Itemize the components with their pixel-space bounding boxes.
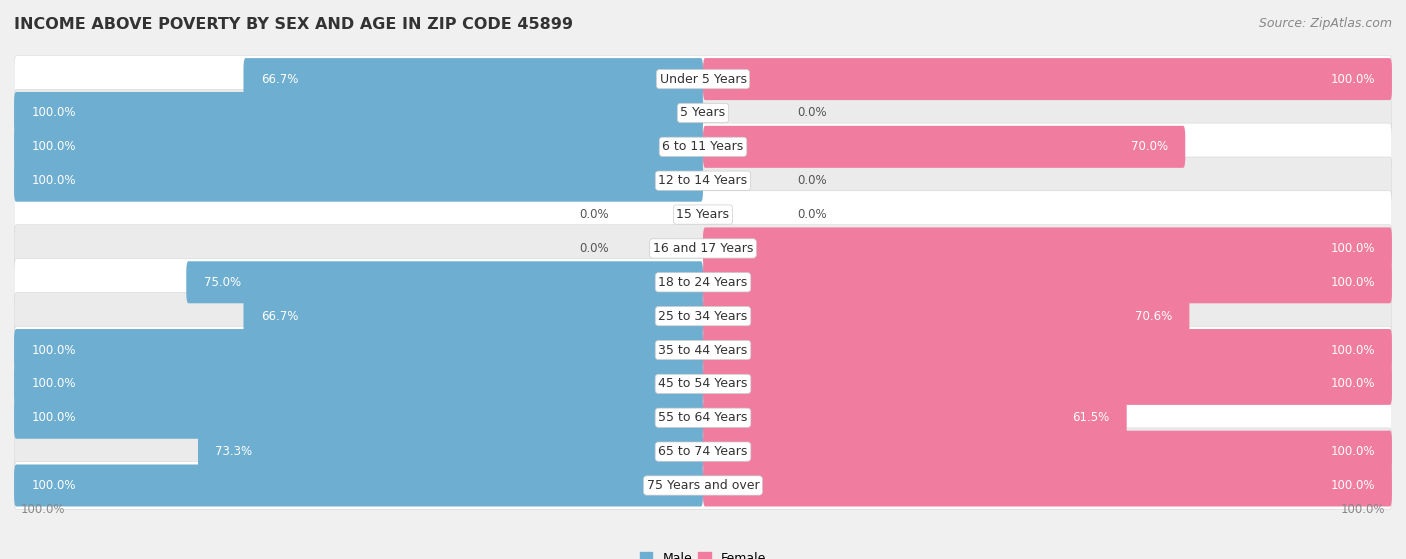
Text: 100.0%: 100.0% <box>31 140 76 153</box>
Text: Source: ZipAtlas.com: Source: ZipAtlas.com <box>1258 17 1392 30</box>
Text: 25 to 34 Years: 25 to 34 Years <box>658 310 748 323</box>
Text: 61.5%: 61.5% <box>1073 411 1109 424</box>
FancyBboxPatch shape <box>703 329 1392 371</box>
Text: 100.0%: 100.0% <box>1330 73 1375 86</box>
FancyBboxPatch shape <box>186 261 703 304</box>
Text: 100.0%: 100.0% <box>31 174 76 187</box>
Text: 0.0%: 0.0% <box>797 106 827 120</box>
FancyBboxPatch shape <box>703 58 1392 100</box>
Text: 100.0%: 100.0% <box>1330 276 1375 289</box>
Text: 100.0%: 100.0% <box>1330 344 1375 357</box>
FancyBboxPatch shape <box>14 363 703 405</box>
FancyBboxPatch shape <box>14 428 1392 475</box>
FancyBboxPatch shape <box>14 89 1392 136</box>
FancyBboxPatch shape <box>703 126 1185 168</box>
Text: 55 to 64 Years: 55 to 64 Years <box>658 411 748 424</box>
Text: 65 to 74 Years: 65 to 74 Years <box>658 445 748 458</box>
Text: 100.0%: 100.0% <box>31 106 76 120</box>
FancyBboxPatch shape <box>703 228 1392 269</box>
Text: 0.0%: 0.0% <box>579 208 609 221</box>
FancyBboxPatch shape <box>703 363 1392 405</box>
FancyBboxPatch shape <box>703 397 1126 439</box>
FancyBboxPatch shape <box>703 430 1392 472</box>
FancyBboxPatch shape <box>14 92 703 134</box>
Text: 73.3%: 73.3% <box>215 445 252 458</box>
Text: 100.0%: 100.0% <box>1340 503 1385 517</box>
Text: 70.0%: 70.0% <box>1130 140 1168 153</box>
FancyBboxPatch shape <box>14 465 703 506</box>
FancyBboxPatch shape <box>198 430 703 472</box>
Text: 15 Years: 15 Years <box>676 208 730 221</box>
Text: 100.0%: 100.0% <box>31 479 76 492</box>
FancyBboxPatch shape <box>14 462 1392 509</box>
Text: 0.0%: 0.0% <box>579 242 609 255</box>
Text: 100.0%: 100.0% <box>31 411 76 424</box>
Text: 0.0%: 0.0% <box>797 174 827 187</box>
Text: 75.0%: 75.0% <box>204 276 240 289</box>
FancyBboxPatch shape <box>14 126 703 168</box>
FancyBboxPatch shape <box>703 295 1189 337</box>
FancyBboxPatch shape <box>703 465 1392 506</box>
Text: 75 Years and over: 75 Years and over <box>647 479 759 492</box>
FancyBboxPatch shape <box>14 326 1392 374</box>
Text: 18 to 24 Years: 18 to 24 Years <box>658 276 748 289</box>
Text: 6 to 11 Years: 6 to 11 Years <box>662 140 744 153</box>
Legend: Male, Female: Male, Female <box>636 548 770 559</box>
FancyBboxPatch shape <box>243 58 703 100</box>
Text: 70.6%: 70.6% <box>1135 310 1173 323</box>
FancyBboxPatch shape <box>14 55 1392 103</box>
FancyBboxPatch shape <box>14 394 1392 442</box>
Text: 5 Years: 5 Years <box>681 106 725 120</box>
FancyBboxPatch shape <box>14 160 703 202</box>
Text: 100.0%: 100.0% <box>31 344 76 357</box>
FancyBboxPatch shape <box>14 397 703 439</box>
FancyBboxPatch shape <box>14 191 1392 238</box>
FancyBboxPatch shape <box>14 225 1392 272</box>
Text: 66.7%: 66.7% <box>260 310 298 323</box>
FancyBboxPatch shape <box>14 360 1392 408</box>
Text: 100.0%: 100.0% <box>1330 242 1375 255</box>
FancyBboxPatch shape <box>14 123 1392 170</box>
FancyBboxPatch shape <box>14 292 1392 340</box>
Text: 12 to 14 Years: 12 to 14 Years <box>658 174 748 187</box>
Text: INCOME ABOVE POVERTY BY SEX AND AGE IN ZIP CODE 45899: INCOME ABOVE POVERTY BY SEX AND AGE IN Z… <box>14 17 574 32</box>
FancyBboxPatch shape <box>703 261 1392 304</box>
Text: 0.0%: 0.0% <box>797 208 827 221</box>
Text: 35 to 44 Years: 35 to 44 Years <box>658 344 748 357</box>
FancyBboxPatch shape <box>243 295 703 337</box>
FancyBboxPatch shape <box>14 329 703 371</box>
Text: 66.7%: 66.7% <box>260 73 298 86</box>
Text: 100.0%: 100.0% <box>1330 377 1375 390</box>
FancyBboxPatch shape <box>14 259 1392 306</box>
Text: 16 and 17 Years: 16 and 17 Years <box>652 242 754 255</box>
Text: Under 5 Years: Under 5 Years <box>659 73 747 86</box>
Text: 100.0%: 100.0% <box>1330 479 1375 492</box>
Text: 100.0%: 100.0% <box>21 503 66 517</box>
Text: 100.0%: 100.0% <box>1330 445 1375 458</box>
Text: 100.0%: 100.0% <box>31 377 76 390</box>
Text: 45 to 54 Years: 45 to 54 Years <box>658 377 748 390</box>
FancyBboxPatch shape <box>14 157 1392 205</box>
